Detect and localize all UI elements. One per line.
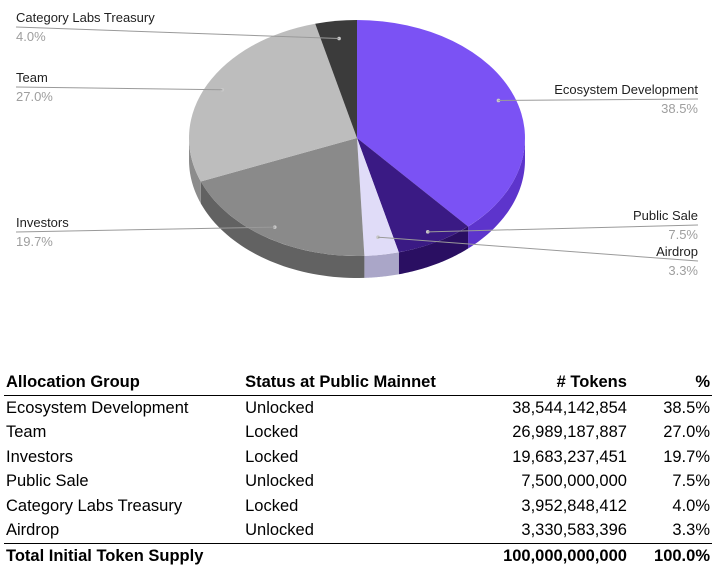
slice-label-investors: Investors <box>16 215 69 230</box>
cell-status: Locked <box>245 447 299 466</box>
allocation-table: Allocation Group Status at Public Mainne… <box>4 370 712 568</box>
slice-percent-investors: 19.7% <box>16 234 53 249</box>
cell-status: Unlocked <box>245 521 314 540</box>
leader-dot-category-labs-treasury <box>337 36 341 41</box>
leader-dot-investors <box>272 225 277 229</box>
leader-line-ecosystem-development <box>498 98 699 101</box>
table-header-row: Allocation Group Status at Public Mainne… <box>4 370 712 395</box>
pie-slice-airdrop <box>357 138 399 256</box>
slice-percent-team: 27.0% <box>16 89 53 104</box>
table-row: Public Sale Unlocked 7,500,000,000 7.5% <box>4 469 712 494</box>
pie-slice-team <box>189 23 357 182</box>
column-header-group: Allocation Group <box>6 373 140 392</box>
pie-side-team <box>189 138 201 204</box>
cell-tokens: 7,500,000,000 <box>521 472 627 491</box>
leader-line-team <box>15 86 223 91</box>
cell-group: Category Labs Treasury <box>6 496 183 515</box>
cell-percent: 38.5% <box>663 398 710 417</box>
pie-slice-category-labs-treasury <box>315 20 357 138</box>
pie-slice-public-sale <box>357 138 469 253</box>
slice-label-public-sale: Public Sale <box>633 208 698 223</box>
table-row: Team Locked 26,989,187,887 27.0% <box>4 420 712 445</box>
pie-side-investors <box>200 181 365 278</box>
table-total-row: Total Initial Token Supply 100,000,000,0… <box>4 543 712 568</box>
pie-side-ecosystem-development <box>468 138 525 249</box>
column-header-status: Status at Public Mainnet <box>245 373 436 392</box>
table-row: Category Labs Treasury Locked 3,952,848,… <box>4 494 712 519</box>
slice-label-category-labs-treasury: Category Labs Treasury <box>16 10 155 25</box>
total-label: Total Initial Token Supply <box>6 546 204 565</box>
pie-slice-ecosystem-development <box>357 20 525 227</box>
cell-status: Unlocked <box>245 398 314 417</box>
allocation-pie-chart: Ecosystem Development 38.5% Public Sale 7.5… <box>15 10 699 278</box>
leader-line-investors <box>15 226 275 233</box>
cell-tokens: 38,544,142,854 <box>512 398 627 417</box>
pie-side-airdrop <box>364 252 399 278</box>
slice-percent-ecosystem-development: 38.5% <box>661 101 698 116</box>
column-header-tokens: # Tokens <box>556 373 627 392</box>
leader-line-public-sale <box>427 224 699 233</box>
total-percent: 100.0% <box>654 546 710 565</box>
total-status <box>243 543 469 568</box>
slice-percent-public-sale: 7.5% <box>668 227 698 242</box>
cell-percent: 3.3% <box>672 521 710 540</box>
cell-percent: 27.0% <box>663 423 710 442</box>
leader-line-category-labs-treasury <box>15 26 340 39</box>
cell-status: Locked <box>245 496 299 515</box>
slice-label-ecosystem-development: Ecosystem Development <box>554 82 698 97</box>
cell-percent: 4.0% <box>672 496 710 515</box>
slice-percent-airdrop: 3.3% <box>668 263 698 278</box>
cell-group: Team <box>6 423 47 442</box>
cell-tokens: 3,330,583,396 <box>521 521 627 540</box>
total-tokens: 100,000,000,000 <box>503 546 627 565</box>
cell-group: Public Sale <box>6 472 89 491</box>
slice-label-team: Team <box>16 70 48 85</box>
column-header-percent: % <box>695 373 710 392</box>
cell-group: Investors <box>6 447 73 466</box>
pie-top-layer <box>189 20 525 257</box>
cell-group: Airdrop <box>6 521 60 540</box>
cell-status: Unlocked <box>245 472 314 491</box>
cell-tokens: 3,952,848,412 <box>521 496 627 515</box>
table-row: Airdrop Unlocked 3,330,583,396 3.3% <box>4 518 712 543</box>
cell-tokens: 19,683,237,451 <box>512 447 627 466</box>
cell-status: Locked <box>245 423 299 442</box>
cell-tokens: 26,989,187,887 <box>512 423 627 442</box>
table-row: Investors Locked 19,683,237,451 19.7% <box>4 445 712 470</box>
pie-label-layer: Ecosystem Development 38.5% Public Sale 7.5… <box>15 10 699 278</box>
slice-label-airdrop: Airdrop <box>656 244 698 259</box>
cell-percent: 7.5% <box>672 472 710 491</box>
slice-percent-category-labs-treasury: 4.0% <box>16 29 46 44</box>
pie-slice-investors <box>200 138 365 257</box>
pie-side-public-sale <box>398 226 469 275</box>
cell-group: Ecosystem Development <box>6 398 189 417</box>
table-row: Ecosystem Development Unlocked 38,544,14… <box>4 395 712 420</box>
leader-line-airdrop <box>377 236 699 262</box>
pie-depth-layer <box>189 138 525 278</box>
cell-percent: 19.7% <box>663 447 710 466</box>
